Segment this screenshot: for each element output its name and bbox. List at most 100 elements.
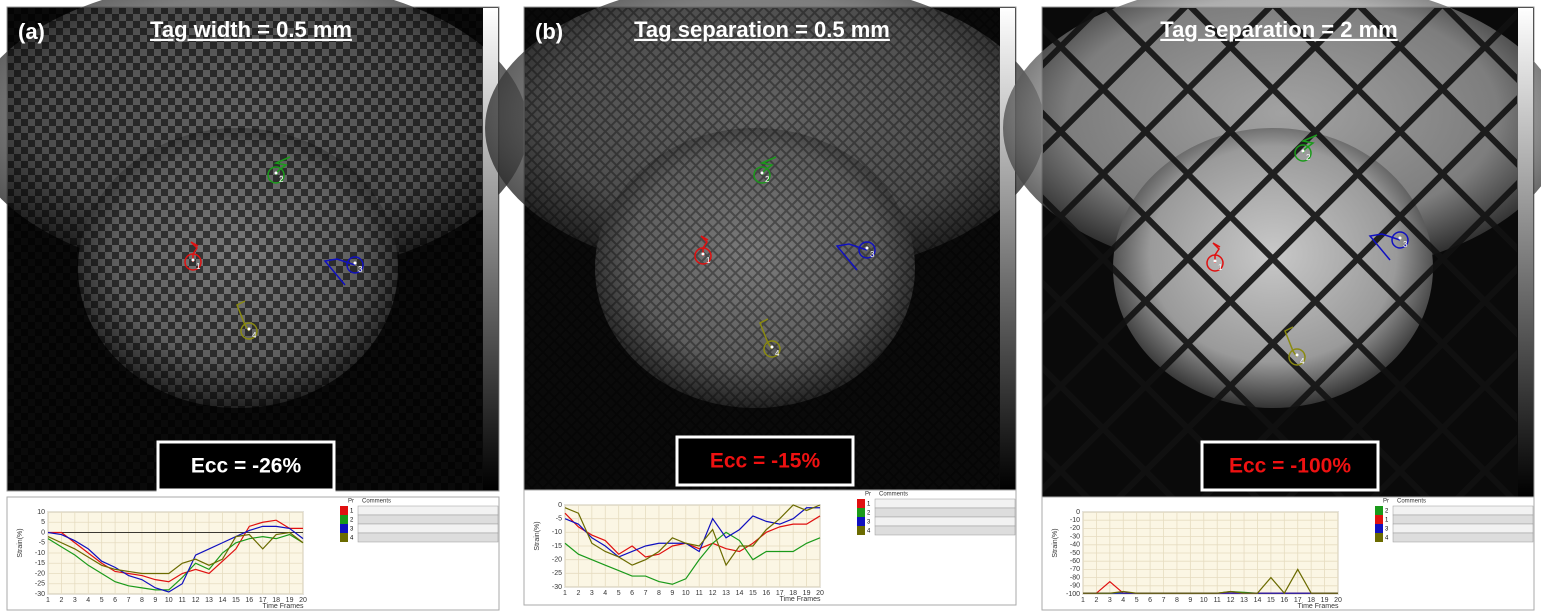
trajectory (1368, 233, 1401, 261)
x-tick-label: 19 (286, 597, 294, 604)
x-tick-label: 17 (1294, 597, 1302, 604)
legend-label: 4 (867, 529, 871, 535)
legend-swatch (340, 533, 348, 542)
x-tick-label: 9 (670, 590, 674, 597)
gray-scale-bar (1000, 8, 1015, 490)
marker-label: 1 (706, 256, 711, 265)
y-tick-label: -15 (552, 543, 562, 550)
x-tick-label: 11 (696, 590, 703, 597)
y-tick-label: 0 (558, 502, 562, 509)
panel-label: (b) (535, 19, 563, 44)
legend-label: 2 (350, 518, 354, 524)
legend-header: Comments (879, 492, 908, 498)
x-tick-label: 10 (1200, 597, 1208, 604)
x-tick-label: 11 (179, 597, 186, 604)
marker-circle (267, 166, 285, 184)
marker-label: 4 (1300, 357, 1305, 366)
legend-row (874, 525, 1016, 536)
marker-label: 4 (252, 331, 257, 340)
y-tick-label: -90 (1070, 583, 1080, 590)
x-tick-label: 1 (46, 597, 50, 604)
x-tick-label: 15 (1267, 597, 1275, 604)
marker-label: 1 (196, 262, 201, 271)
x-tick-label: 7 (1162, 597, 1166, 604)
x-tick-label: 12 (1227, 597, 1235, 604)
x-tick-label: 7 (644, 590, 648, 597)
x-tick-label: 15 (749, 590, 757, 597)
marker-circle (858, 241, 876, 259)
legend-swatch (857, 499, 865, 508)
x-tick-label: 16 (762, 590, 770, 597)
marker-dot (247, 327, 251, 331)
marker-dot (1398, 236, 1402, 240)
marker-circle (694, 247, 712, 265)
y-tick-label: -80 (1070, 574, 1080, 581)
y-tick-label: -20 (1070, 525, 1080, 532)
x-tick-label: 6 (630, 590, 634, 597)
marker-circle (240, 322, 258, 340)
legend-header: Pr (1383, 499, 1389, 505)
marker-label: 3 (358, 265, 363, 274)
series-line (564, 507, 820, 558)
ecc-value: Ecc = -100% (1229, 455, 1351, 478)
marker-circle (346, 256, 364, 274)
marker-label: 2 (279, 175, 284, 184)
legend-row (1392, 514, 1534, 525)
x-tick-label: 18 (272, 597, 280, 604)
trajectory (323, 258, 356, 286)
legend-row (1392, 505, 1534, 516)
marker-dot (701, 252, 705, 256)
marker-dot (353, 261, 357, 265)
x-tick-label: 4 (1121, 597, 1125, 604)
y-tick-label: -10 (35, 550, 45, 557)
marker-circle (1288, 348, 1306, 366)
series-line (564, 504, 821, 567)
marker-circle (184, 253, 202, 271)
x-tick-label: 20 (299, 597, 307, 604)
y-tick-label: -30 (552, 584, 562, 591)
marker-circle (763, 340, 781, 358)
x-tick-label: 18 (789, 590, 797, 597)
y-tick-label: -15 (35, 560, 45, 567)
x-tick-label: 4 (86, 597, 90, 604)
legend-swatch (340, 524, 348, 533)
y-tick-label: -100 (1066, 591, 1080, 598)
legend-row (874, 516, 1016, 527)
x-tick-label: 11 (1214, 597, 1221, 604)
trajectory (759, 318, 773, 350)
legend-header: Comments (362, 499, 391, 505)
x-tick-label: 3 (73, 597, 77, 604)
y-tick-label: -20 (35, 570, 45, 577)
y-tick-label: 10 (37, 509, 45, 516)
x-axis-label: Time Frames (1298, 603, 1339, 610)
legend-swatch (1375, 515, 1383, 524)
y-tick-label: -10 (552, 529, 562, 536)
legend-row (357, 505, 499, 516)
x-tick-label: 5 (1135, 597, 1139, 604)
panel-title: Tag separation = 0.5 mm (634, 17, 890, 42)
y-tick-label: -40 (1070, 542, 1080, 549)
series-line (1083, 568, 1338, 595)
legend-swatch (340, 515, 348, 524)
x-tick-label: 15 (232, 597, 240, 604)
trajectory (1284, 326, 1298, 358)
x-tick-label: 19 (803, 590, 811, 597)
legend-swatch (857, 508, 865, 517)
series-line (47, 533, 304, 591)
marker-dot (760, 171, 764, 175)
x-tick-label: 19 (1321, 597, 1329, 604)
series-line (48, 519, 303, 583)
x-tick-label: 12 (709, 590, 717, 597)
legend-label: 1 (350, 509, 354, 515)
x-tick-label: 3 (590, 590, 594, 597)
ecc-value: Ecc = -26% (191, 455, 302, 478)
x-tick-label: 2 (576, 590, 580, 597)
legend-label: 4 (350, 536, 354, 542)
y-tick-label: 0 (1076, 509, 1080, 516)
marker-circle (753, 166, 771, 184)
trajectory (700, 235, 709, 256)
marker-circle (1206, 254, 1224, 272)
tag-grid (8, 8, 482, 490)
x-tick-label: 18 (1307, 597, 1315, 604)
